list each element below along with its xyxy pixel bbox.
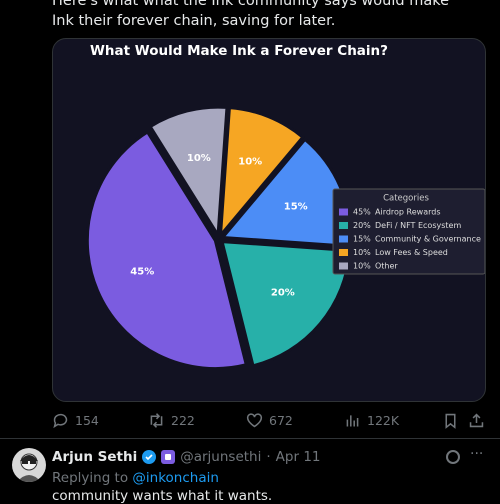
repost-icon [150,413,163,428]
slice-label: 15% [284,201,308,212]
replying-handle[interactable]: @inkonchain [132,470,219,486]
slice-label: 20% [271,288,295,299]
bookmark-button[interactable] [442,412,459,429]
legend-swatch [339,235,348,243]
legend: Categories 45% Airdrop Rewards 20% DeFi / NF… [332,188,485,275]
legend-box [332,188,485,275]
reply-text: community wants what it wants. [52,488,273,504]
chart: What Would Make Ink a Forever Chain? 45%… [85,43,485,371]
author-handle[interactable]: @arjunsethi [180,449,262,465]
legend-value: 10% [353,248,371,257]
legend-label: Other [375,262,398,271]
replying-label: Replying to [52,470,129,486]
affiliate-badge [161,450,176,464]
reply-count: 154 [75,413,99,428]
legend-swatch [339,262,348,270]
views-icon [346,415,359,427]
legend-label: Low Fees & Speed [375,248,448,257]
legend-swatch [339,208,348,216]
replying-to: Replying to @inkonchain [52,470,219,486]
reply-button[interactable]: 154 [52,412,99,429]
slice-label: 10% [187,153,211,164]
repost-button[interactable]: 222 [148,412,195,429]
pie-slice [148,105,229,240]
avatar[interactable] [12,448,46,482]
pie-slice [85,129,249,371]
legend-value: 45% [353,208,371,217]
like-button[interactable]: 672 [246,412,293,429]
share-button[interactable] [468,412,485,429]
legend-value: 15% [353,235,371,244]
reply-icon [53,413,68,429]
repost-count: 222 [171,413,195,428]
legend-title: Categories [383,194,429,204]
legend-swatch [339,222,348,229]
more-button[interactable]: ··· [470,446,484,462]
avatar-image [17,453,41,482]
verified-badge [142,450,157,464]
legend-label: DeFi / NFT Ecosystem [375,221,461,230]
author-name[interactable]: Arjun Sethi [52,449,138,465]
grok-icon[interactable] [446,450,460,464]
chart-title: What Would Make Ink a Forever Chain? [90,43,388,59]
legend-label: Airdrop Rewards [375,208,441,217]
chart-card: What Would Make Ink a Forever Chain? 45%… [52,38,486,402]
views-button[interactable]: 122K [344,412,399,429]
reply-header: Arjun Sethi @arjunsethi · Apr 11 [52,449,321,465]
share-icon [469,413,484,428]
slice-label: 45% [130,267,154,278]
like-count: 672 [269,413,293,428]
slice-label: 10% [238,157,262,168]
legend-value: 20% [353,221,371,230]
separator [0,438,500,439]
bookmark-icon [445,413,456,429]
tweet-text: Here's what what the Ink community says … [52,0,450,29]
reply-date: Apr 11 [275,449,321,465]
legend-value: 10% [353,262,371,271]
legend-label: Community & Governance [375,235,481,244]
views-count: 122K [367,413,400,428]
dot: · [266,449,271,465]
legend-swatch [339,249,348,256]
like-icon [246,413,263,428]
pie-slice [218,106,305,240]
